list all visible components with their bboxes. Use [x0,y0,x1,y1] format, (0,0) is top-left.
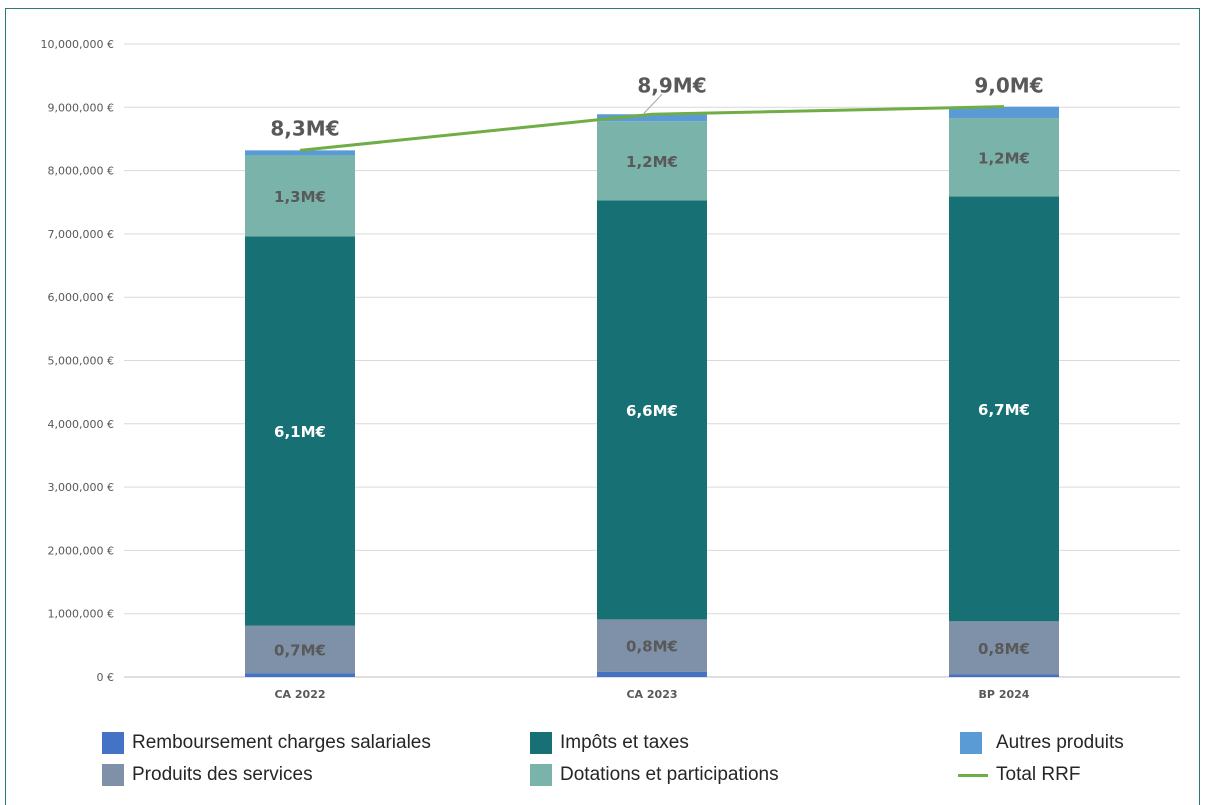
bar-segment [597,114,707,122]
data-label: 1,3M€ [274,188,326,206]
legend-label: Autres produits [996,732,1124,753]
legend-label: Produits des services [132,764,313,785]
x-tick-label: BP 2024 [979,688,1030,701]
y-tick-label: 10,000,000 € [41,38,114,51]
data-label: 1,2M€ [978,149,1030,167]
total-rrf-line [299,105,1005,152]
bar-segment [949,674,1059,677]
legend-label: Dotations et participations [560,764,779,785]
data-label: 0,8M€ [978,640,1030,658]
legend-item-dotations: Dotations et participations [530,762,779,788]
bar-segment [949,106,1059,119]
x-tick-label: CA 2023 [626,688,677,701]
x-tick-label: CA 2022 [274,688,325,701]
total-label: 9,0M€ [974,74,1043,98]
legend-swatch [102,764,124,786]
legend-label: Impôts et taxes [560,732,689,753]
y-tick-label: 7,000,000 € [48,228,114,241]
bar-segment [597,200,707,620]
y-tick-label: 3,000,000 € [48,481,114,494]
y-tick-label: 9,000,000 € [48,101,114,114]
y-tick-label: 8,000,000 € [48,165,114,178]
data-label: 6,6M€ [626,402,678,420]
total-line: 8,3M€ 8,9M€ 9,0M€ [270,73,1044,152]
y-axis: 0 € 1,000,000 € 2,000,000 € 3,000,000 € 4,00… [41,38,114,684]
bar-segment [597,671,707,677]
legend-label: Remboursement charges salariales [132,732,431,753]
bar-segment [245,673,355,677]
data-label: 1,2M€ [626,153,678,171]
y-tick-label: 2,000,000 € [48,544,114,557]
y-tick-label: 0 € [97,671,115,684]
bar-segment [245,155,355,237]
bar-segment [245,625,355,674]
legend-item-autres: Autres produits [960,730,1124,756]
y-tick-label: 6,000,000 € [48,291,114,304]
label-leader-line [643,93,663,114]
legend-item-total: Total RRF [958,762,1080,788]
legend-swatch [530,732,552,754]
y-tick-label: 5,000,000 € [48,355,114,368]
legend-swatch [102,732,124,754]
legend-item-impots: Impôts et taxes [530,730,689,756]
chart-frame [5,8,1200,805]
x-axis: CA 2022 CA 2023 BP 2024 [274,688,1029,701]
data-label: 0,8M€ [626,638,678,656]
legend-item-remboursement: Remboursement charges salariales [102,730,431,756]
legend: Remboursement charges salariales Impôts … [0,725,1205,795]
legend-line-swatch [958,773,988,777]
data-label: 6,7M€ [978,401,1030,419]
bar-segment [597,121,707,201]
bars: 0,7M€ 6,1M€ 1,3M€ 0,8M€ 6,6M€ 1,2M€ 0,8M€ 6,7M€… [245,106,1059,677]
total-label: 8,9M€ [637,73,706,97]
bar-segment [949,118,1059,197]
bar-segment [949,621,1059,675]
stacked-bar-chart: 0 € 1,000,000 € 2,000,000 € 3,000,000 € 4,00… [41,38,1180,701]
bar-segment [245,150,355,156]
legend-swatch [960,732,982,754]
y-tick-label: 4,000,000 € [48,418,114,431]
data-label: 0,7M€ [274,641,326,659]
bar-segment [949,196,1059,622]
data-label: 6,1M€ [274,423,326,441]
bar-segment [597,619,707,672]
y-tick-label: 1,000,000 € [48,608,114,621]
total-label: 8,3M€ [270,116,339,140]
legend-swatch [530,764,552,786]
legend-item-produits: Produits des services [102,762,313,788]
legend-label: Total RRF [996,764,1081,785]
bar-segment [245,236,355,626]
